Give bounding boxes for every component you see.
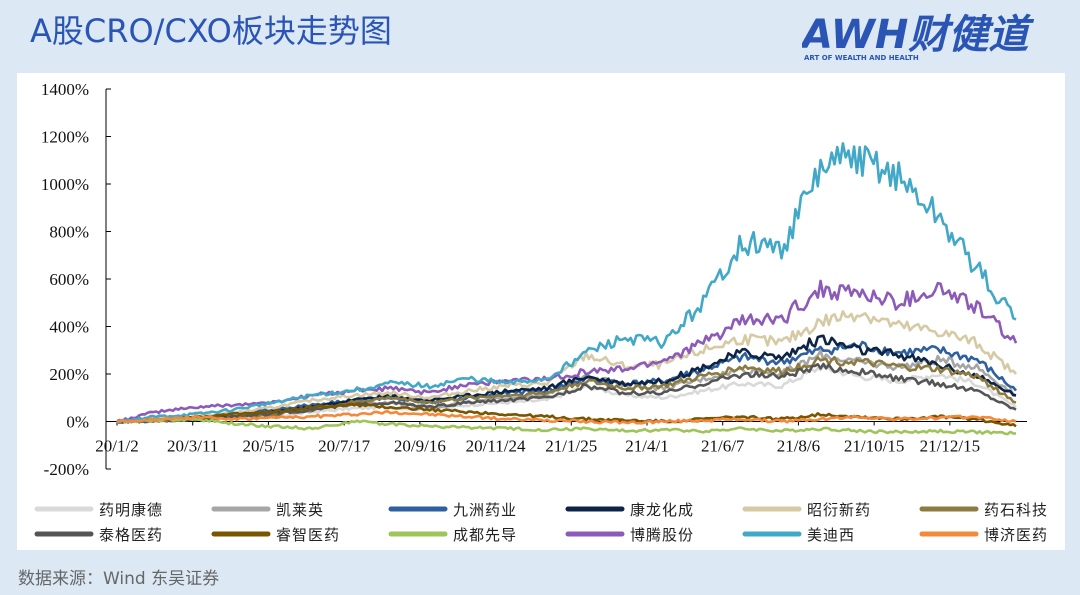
line-chart: 1400% 1200% 1000% 800% 600% 400% 200% 0% -200% 2… — [34, 80, 1048, 544]
y-tick-label: 600% — [49, 270, 89, 289]
y-tick-label: 200% — [49, 365, 89, 384]
series-line — [116, 362, 1017, 424]
legend-label: 康龙化成 — [630, 501, 694, 519]
x-tick-label: 20/3/11 — [167, 437, 218, 456]
legend-item: 药石科技 — [919, 501, 1048, 519]
legend-item: 博腾股份 — [565, 526, 694, 544]
legend-item: 泰格医药 — [34, 526, 163, 544]
source-note: 数据来源：Wind 东吴证券 — [18, 569, 220, 589]
legend-label: 药明康德 — [99, 501, 163, 519]
legend-item: 药明康德 — [34, 501, 163, 519]
chart-panel: 1400% 1200% 1000% 800% 600% 400% 200% 0% -200% 2… — [17, 73, 1065, 550]
y-tick-label: 0% — [66, 413, 89, 432]
y-tick-label: 1000% — [41, 175, 89, 194]
y-tick-label: 1400% — [41, 80, 89, 99]
legend-item: 九洲药业 — [388, 501, 517, 519]
x-tick-label: 20/1/2 — [95, 437, 138, 456]
series-line — [116, 310, 1017, 423]
x-tick-label: 21/10/15 — [844, 437, 904, 456]
x-tick-label: 20/5/15 — [242, 437, 294, 456]
y-tick-label: -200% — [44, 460, 89, 479]
legend-label: 昭衍新药 — [807, 501, 871, 519]
legend-label: 博济医药 — [984, 526, 1048, 544]
page-title: A股CRO/CXO板块走势图 — [30, 12, 392, 50]
legend-label: 凯莱英 — [276, 501, 324, 519]
x-tick-label: 20/7/17 — [318, 437, 370, 456]
legend-item: 成都先导 — [388, 526, 517, 544]
x-tick-label: 21/4/1 — [625, 437, 668, 456]
series-line — [116, 417, 1017, 436]
x-axis: 20/1/2 20/3/11 20/5/15 20/7/17 20/9/16 20/11/… — [95, 421, 1027, 456]
legend-item: 凯莱英 — [211, 501, 324, 519]
x-tick-label: 21/1/25 — [545, 437, 597, 456]
brand-logo: AWH财健道 ART OF WEALTH AND HEALTH — [802, 12, 1034, 62]
legend-label: 泰格医药 — [99, 526, 163, 544]
y-tick-label: 800% — [49, 223, 89, 242]
series-line — [116, 410, 1017, 425]
legend-item: 博济医药 — [919, 526, 1048, 544]
legend-item: 昭衍新药 — [742, 501, 871, 519]
legend-item: 美迪西 — [742, 526, 855, 544]
legend-label: 九洲药业 — [453, 501, 517, 519]
legend-label: 博腾股份 — [630, 526, 694, 544]
x-tick-label: 21/6/7 — [701, 437, 745, 456]
x-tick-label: 20/9/16 — [394, 437, 446, 456]
y-tick-label: 1200% — [41, 128, 89, 147]
legend-label: 睿智医药 — [276, 526, 340, 544]
logo-tagline: ART OF WEALTH AND HEALTH — [804, 54, 919, 62]
legend-label: 美迪西 — [807, 526, 855, 544]
y-tick-label: 400% — [49, 318, 89, 337]
legend-label: 药石科技 — [984, 501, 1048, 519]
series-line — [116, 142, 1017, 424]
legend-item: 睿智医药 — [211, 526, 340, 544]
logo-text: AWH财健道 — [802, 12, 1034, 58]
x-tick-label: 21/8/6 — [777, 437, 820, 456]
series-layer — [116, 142, 1018, 436]
x-tick-label: 20/11/24 — [466, 437, 526, 456]
legend-item: 康龙化成 — [565, 501, 694, 519]
legend-label: 成都先导 — [453, 526, 517, 544]
x-tick-label: 21/12/15 — [920, 437, 980, 456]
y-axis: 1400% 1200% 1000% 800% 600% 400% 200% 0% -200% — [41, 80, 111, 479]
